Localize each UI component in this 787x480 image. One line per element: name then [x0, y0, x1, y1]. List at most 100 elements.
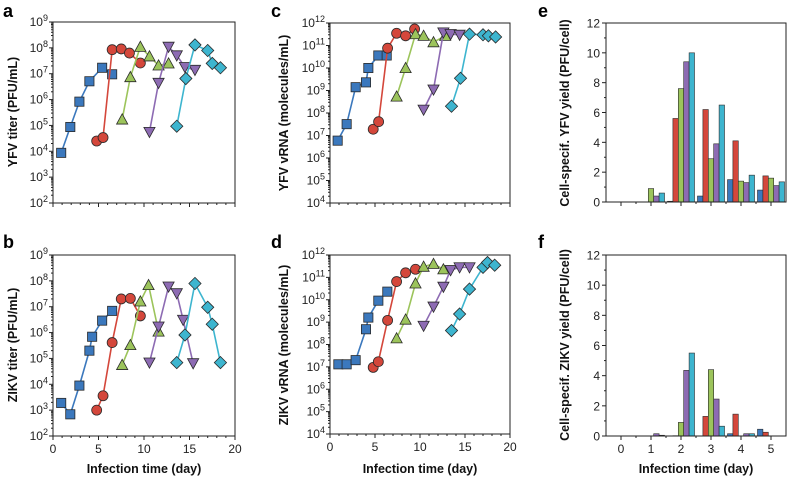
marker-triangle-up	[427, 257, 440, 269]
marker-diamond	[201, 300, 215, 314]
bar-purple	[653, 195, 660, 203]
y-tick-label: 102	[30, 427, 48, 443]
y-tick-label: 104	[30, 375, 48, 391]
marker-square	[373, 295, 384, 306]
y-tick-label: 104	[307, 425, 325, 441]
y-tick-label: 6	[593, 339, 600, 353]
y-tick-label: 106	[307, 380, 325, 396]
bar-red	[732, 140, 739, 203]
marker-triangle-down	[176, 314, 190, 327]
bar-purple	[713, 398, 720, 437]
y-tick-label: 107	[30, 65, 48, 81]
y-tick-label: 0	[593, 196, 600, 210]
y-tick-label: 1011	[302, 37, 325, 53]
y-tick-label: 103	[30, 401, 48, 417]
marker-circle	[382, 42, 394, 54]
bar-green	[647, 188, 654, 203]
ylabel-f: Cell-specif. ZIKV yield (PFU/cell)	[558, 249, 572, 441]
x-tick-label: 15	[183, 442, 197, 456]
bar-green	[767, 177, 774, 203]
marker-circle	[97, 132, 109, 143]
x-tick-label: 5	[372, 440, 379, 454]
x-tick-label: 0	[618, 442, 625, 456]
marker-circle	[367, 123, 379, 135]
marker-triangle-down	[162, 281, 175, 294]
panel-letter-c: c	[271, 1, 281, 21]
panel-letter-f: f	[538, 232, 545, 252]
marker-triangle-down	[453, 262, 466, 274]
x-tick-label: 5	[768, 442, 775, 456]
marker-circle	[124, 47, 135, 59]
xlabel-f: Infection time (day)	[639, 462, 754, 476]
bar-blue	[727, 179, 734, 203]
y-tick-label: 104	[307, 194, 325, 210]
x-tick-label: 3	[708, 442, 715, 456]
bar-purple	[713, 143, 720, 203]
marker-triangle-up	[409, 27, 422, 40]
y-tick-label: 2	[593, 399, 600, 413]
marker-triangle-down	[143, 126, 156, 139]
marker-circle	[372, 356, 384, 368]
ylabel-c: YFV vRNA (molecules/mL)	[277, 35, 291, 192]
marker-triangle-down	[152, 77, 165, 90]
y-tick-label: 107	[307, 127, 325, 143]
marker-diamond	[462, 282, 477, 296]
marker-circle	[97, 390, 109, 402]
marker-triangle-up	[134, 40, 147, 52]
y-tick-label: 1010	[302, 291, 325, 307]
marker-square	[107, 69, 118, 80]
marker-triangle-up	[124, 70, 137, 83]
marker-triangle-down	[463, 262, 476, 274]
x-tick-label: 20	[228, 442, 242, 456]
marker-triangle-up	[417, 29, 430, 41]
bar-red	[702, 109, 709, 203]
marker-triangle-down	[186, 358, 200, 370]
y-tick-label: 109	[307, 313, 325, 329]
marker-square	[87, 331, 98, 342]
marker-square	[65, 121, 76, 132]
marker-triangle-up	[409, 276, 422, 289]
y-tick-label: 107	[307, 358, 325, 374]
marker-triangle-up	[143, 49, 156, 62]
xlabel-b: Infection time (day)	[87, 462, 202, 476]
marker-square	[360, 77, 371, 88]
marker-triangle-up	[115, 358, 129, 370]
y-tick-label: 4	[593, 136, 600, 150]
bar-green	[707, 369, 714, 437]
panel-d: 104 105 106 107 108 109 1010 1011 1012 0 5 10 15 20	[302, 246, 517, 454]
y-tick-label: 106	[30, 91, 48, 107]
bar-green	[677, 88, 684, 203]
marker-square	[341, 119, 352, 130]
y-tick-label: 105	[307, 403, 325, 419]
ylabel-e: Cell-specif. YFV yield (PFU/cell)	[558, 19, 572, 206]
y-tick-label: 4	[593, 369, 600, 383]
x-tick-label: 5	[95, 442, 102, 456]
marker-diamond	[213, 355, 228, 370]
marker-triangle-up	[124, 338, 137, 351]
marker-triangle-up	[115, 113, 129, 125]
panel-letter-b: b	[3, 232, 14, 252]
series-line-cyan	[175, 43, 221, 127]
series-line-cyan	[450, 33, 496, 107]
x-tick-label: 0	[50, 442, 57, 456]
y-tick-label: 105	[30, 349, 48, 365]
marker-circle	[391, 27, 403, 39]
y-tick-label: 0	[593, 430, 600, 444]
marker-triangle-down	[427, 301, 440, 314]
marker-diamond	[205, 317, 219, 331]
marker-triangle-up	[162, 56, 175, 69]
y-tick-label: 6	[593, 106, 600, 120]
bar-red	[672, 118, 679, 203]
marker-square	[56, 397, 67, 408]
marker-triangle-down	[143, 357, 156, 370]
bar-cyan	[688, 352, 695, 437]
bar-purple	[683, 61, 690, 203]
marker-diamond	[188, 276, 202, 291]
marker-triangle-down	[444, 29, 457, 41]
marker-triangle-down	[417, 104, 430, 117]
plot-frame	[329, 254, 511, 435]
bar-purple	[743, 182, 750, 203]
marker-triangle-down	[188, 64, 202, 77]
